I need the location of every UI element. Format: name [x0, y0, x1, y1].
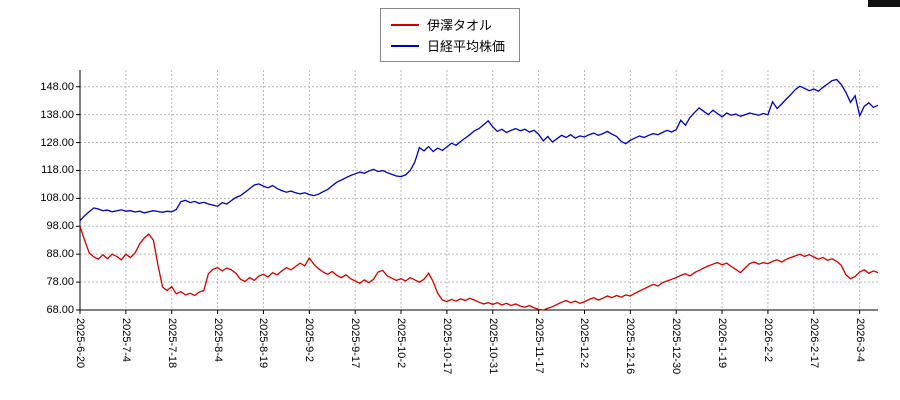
- y-tick-label: 148.00: [40, 80, 74, 93]
- x-tick-label: 2025-11-17: [532, 318, 545, 374]
- x-tick-label: 2025-7-4: [119, 318, 132, 363]
- legend-label-nikkei-average: 日経平均株価: [426, 39, 506, 54]
- x-tick-label: 2025-8-4: [211, 318, 224, 363]
- x-tick-label: 2025-6-20: [74, 318, 86, 369]
- x-tick-label: 2026-2-2: [761, 318, 774, 363]
- x-tick-label: 2025-12-2: [578, 318, 591, 369]
- x-tick-label: 2025-10-31: [486, 318, 499, 375]
- x-tick-label: 2026-3-4: [853, 318, 866, 363]
- x-tick-label: 2025-8-19: [257, 318, 270, 369]
- legend-label-izawa-towel: 伊澤タオル: [426, 18, 493, 33]
- x-tick-label: 2026-2-17: [807, 318, 820, 369]
- y-tick-label: 78.00: [46, 276, 74, 289]
- x-tick-label: 2026-1-19: [716, 318, 729, 369]
- legend-item-izawa-towel: 伊澤タオル: [390, 14, 505, 35]
- legend-item-nikkei-average: 日経平均株価: [390, 35, 506, 56]
- x-tick-label: 2025-10-17: [440, 318, 453, 375]
- x-tick-label: 2025-10-2: [395, 318, 408, 369]
- x-tick-label: 2025-9-17: [349, 318, 362, 369]
- y-tick-label: 138.00: [40, 108, 74, 121]
- x-tick-label: 2025-12-30: [670, 318, 683, 375]
- series-line-0: [79, 226, 879, 311]
- y-tick-label: 118.00: [41, 164, 74, 177]
- chart-legend: 伊澤タオル 日経平均株価: [379, 8, 521, 62]
- corner-artifact: [868, 0, 900, 7]
- legend-line-red-icon: [390, 23, 419, 26]
- x-tick-label: 2025-7-18: [165, 318, 178, 369]
- y-tick-label: 68.00: [46, 304, 74, 316]
- y-tick-label: 88.00: [46, 248, 74, 261]
- y-tick-label: 108.00: [40, 192, 74, 205]
- legend-line-blue-icon: [390, 44, 419, 47]
- x-tick-label: 2025-12-16: [624, 318, 637, 375]
- y-tick-label: 128.00: [40, 136, 74, 149]
- y-tick-label: 98.00: [46, 220, 74, 233]
- series-line-1: [79, 78, 879, 222]
- chart-plot-area: [76, 70, 879, 314]
- x-tick-label: 2025-9-2: [303, 318, 316, 363]
